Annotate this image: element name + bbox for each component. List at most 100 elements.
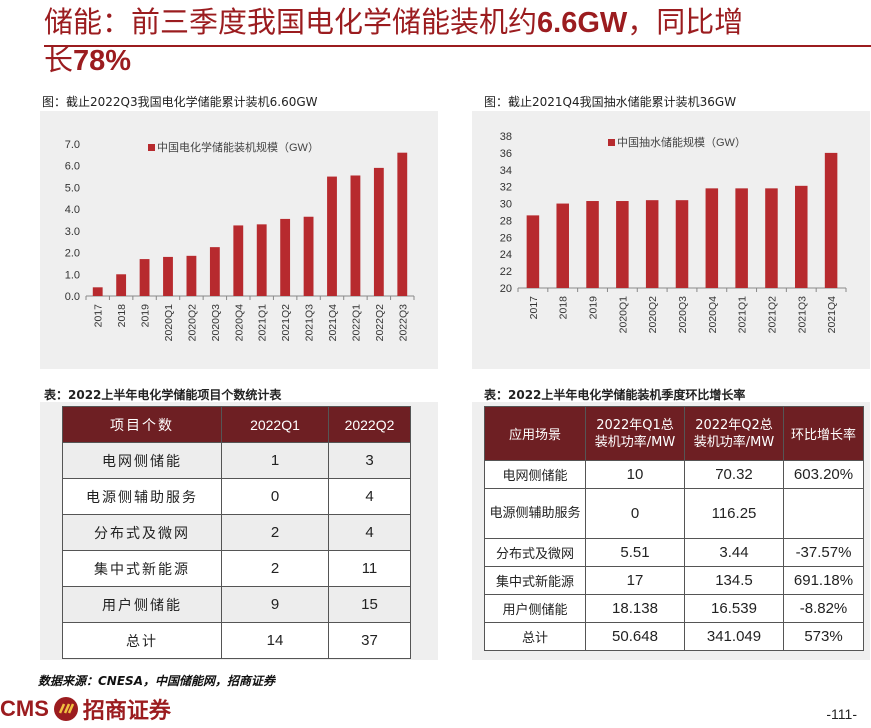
chart1-caption: 图：截止2022Q3我国电化学储能累计装机6.60GW xyxy=(42,95,318,109)
table-cell: 集中式新能源 xyxy=(484,566,586,595)
table-cell: 4 xyxy=(328,514,411,551)
bar xyxy=(616,201,629,288)
y-tick-label: 30 xyxy=(500,199,512,211)
y-tick-label: 7.0 xyxy=(65,139,80,151)
x-tick-label: 2022Q3 xyxy=(397,304,409,342)
bar xyxy=(92,287,103,296)
table-row: 总计 50.648 341.049 573% xyxy=(484,622,864,651)
table-row: 集中式新能源 2 11 xyxy=(62,550,411,587)
bar xyxy=(705,188,719,288)
table-row: 电源侧辅助服务 0 116.25 xyxy=(484,488,864,539)
table-cell: 4 xyxy=(328,478,411,515)
logo-cn: 招商证券 xyxy=(82,699,171,724)
company-logo: CMS 招商证券 xyxy=(0,693,171,725)
bar xyxy=(675,200,689,288)
table2: 应用场景 2022年Q1总装机功率/MW 2022年Q2总装机功率/MW 环比增… xyxy=(484,406,864,651)
table-cell: 分布式及微网 xyxy=(484,538,586,567)
x-tick-label: 2020Q1 xyxy=(163,304,175,342)
legend-swatch xyxy=(608,139,615,146)
table1-header: 2022Q2 xyxy=(328,406,411,443)
table-cell xyxy=(783,488,864,539)
table-row: 电源侧辅助服务 0 4 xyxy=(62,478,411,515)
bar xyxy=(209,247,220,296)
bar xyxy=(163,256,173,296)
logo-emblem-icon xyxy=(53,697,78,721)
x-tick-label: 2021Q4 xyxy=(826,296,838,334)
x-tick-label: 2021Q3 xyxy=(796,296,808,334)
x-tick-label: 2018 xyxy=(558,296,570,320)
y-tick-label: 38 xyxy=(500,131,512,143)
x-tick-label: 2020Q1 xyxy=(617,296,629,334)
table-cell: 17 xyxy=(585,566,685,595)
table-cell: 134.5 xyxy=(684,566,784,595)
bar xyxy=(256,224,267,296)
page-number: -111- xyxy=(826,706,857,722)
bar xyxy=(795,185,808,288)
bar xyxy=(303,216,314,296)
table-cell: 0 xyxy=(221,478,329,515)
bar xyxy=(280,218,291,296)
x-tick-label: 2017 xyxy=(528,296,540,320)
table-row: 总计 14 37 xyxy=(62,622,411,659)
table-row: 电网侧储能 1 3 xyxy=(62,442,411,479)
x-tick-label: 2020Q4 xyxy=(233,304,245,342)
y-tick-label: 0.0 xyxy=(65,291,80,303)
x-tick-label: 2022Q1 xyxy=(350,304,362,342)
bar xyxy=(586,201,599,288)
title-line2-text: 长 xyxy=(44,43,74,77)
table-cell: 分布式及微网 xyxy=(62,514,222,551)
y-tick-label: 22 xyxy=(500,266,512,278)
y-tick-label: 20 xyxy=(500,283,512,295)
bar xyxy=(526,215,540,288)
y-tick-label: 3.0 xyxy=(65,226,80,238)
table-cell: 1 xyxy=(221,442,329,479)
table-cell: 3 xyxy=(328,442,411,479)
bar xyxy=(327,176,337,296)
table-row: 用户侧储能 18.138 16.539 -8.82% xyxy=(484,594,864,623)
table-row: 电网侧储能 10 70.32 603.20% xyxy=(484,460,864,489)
chart2-svg: 20 22 24 26 28 30 32 34 36 38 2017 2018 2019 2020Q1 20… xyxy=(500,131,847,334)
table-cell: 10 xyxy=(585,460,685,489)
x-tick-label: 2020Q3 xyxy=(677,296,689,334)
y-tick-label: 26 xyxy=(500,232,512,244)
table2-header: 2022年Q2总装机功率/MW xyxy=(684,406,784,461)
table-cell: 2 xyxy=(221,550,329,587)
x-tick-label: 2017 xyxy=(93,304,105,328)
x-tick-label: 2022Q2 xyxy=(374,304,386,342)
y-tick-label: 32 xyxy=(500,182,512,194)
x-tick-label: 2021Q3 xyxy=(304,304,316,342)
x-tick-label: 2018 xyxy=(116,304,128,328)
table-row: 用户侧储能 9 15 xyxy=(62,586,411,623)
table-row: 分布式及微网 2 4 xyxy=(62,514,411,551)
table2-header: 2022年Q1总装机功率/MW xyxy=(585,406,685,461)
bar xyxy=(186,255,197,296)
x-tick-label: 2021Q4 xyxy=(327,304,339,342)
x-tick-label: 2019 xyxy=(140,304,152,328)
table-cell: 14 xyxy=(221,622,329,659)
table-cell: 电网侧储能 xyxy=(484,460,586,489)
table-row: 集中式新能源 17 134.5 691.18% xyxy=(484,566,864,595)
chart1-svg: 0.0 1.0 2.0 3.0 4.0 5.0 6.0 7.0 2017 2018 2019 2020… xyxy=(65,139,415,342)
x-tick-label: 2020Q2 xyxy=(647,296,659,334)
x-tick-label: 2021Q2 xyxy=(280,304,292,342)
y-tick-label: 4.0 xyxy=(65,204,80,216)
title-underline xyxy=(44,45,871,47)
bar xyxy=(556,203,569,288)
table-cell: 18.138 xyxy=(585,594,685,623)
table-cell: 总计 xyxy=(62,622,222,659)
bar xyxy=(116,274,127,296)
y-tick-label: 6.0 xyxy=(65,161,80,173)
y-tick-label: 34 xyxy=(500,165,512,177)
y-tick-label: 28 xyxy=(500,215,512,227)
table-cell: 电源侧辅助服务 xyxy=(484,488,586,539)
chart2-panel: 20 22 24 26 28 30 32 34 36 38 2017 2018 2019 2020Q1 20… xyxy=(472,111,870,369)
table2-header: 应用场景 xyxy=(484,406,586,461)
title-suffix: ，同比增 xyxy=(627,5,744,39)
bar xyxy=(645,200,659,288)
table1-header: 项目个数 xyxy=(62,406,222,443)
table-cell: 电源侧辅助服务 xyxy=(62,478,222,515)
x-tick-label: 2019 xyxy=(588,296,600,320)
table2-caption: 表：2022上半年电化学储能装机季度环比增长率 xyxy=(484,388,746,402)
title-text: 储能：前三季度我国电化学储能装机约 xyxy=(44,5,538,39)
chart1-panel: 0.0 1.0 2.0 3.0 4.0 5.0 6.0 7.0 2017 2018 2019 2020… xyxy=(40,111,438,369)
